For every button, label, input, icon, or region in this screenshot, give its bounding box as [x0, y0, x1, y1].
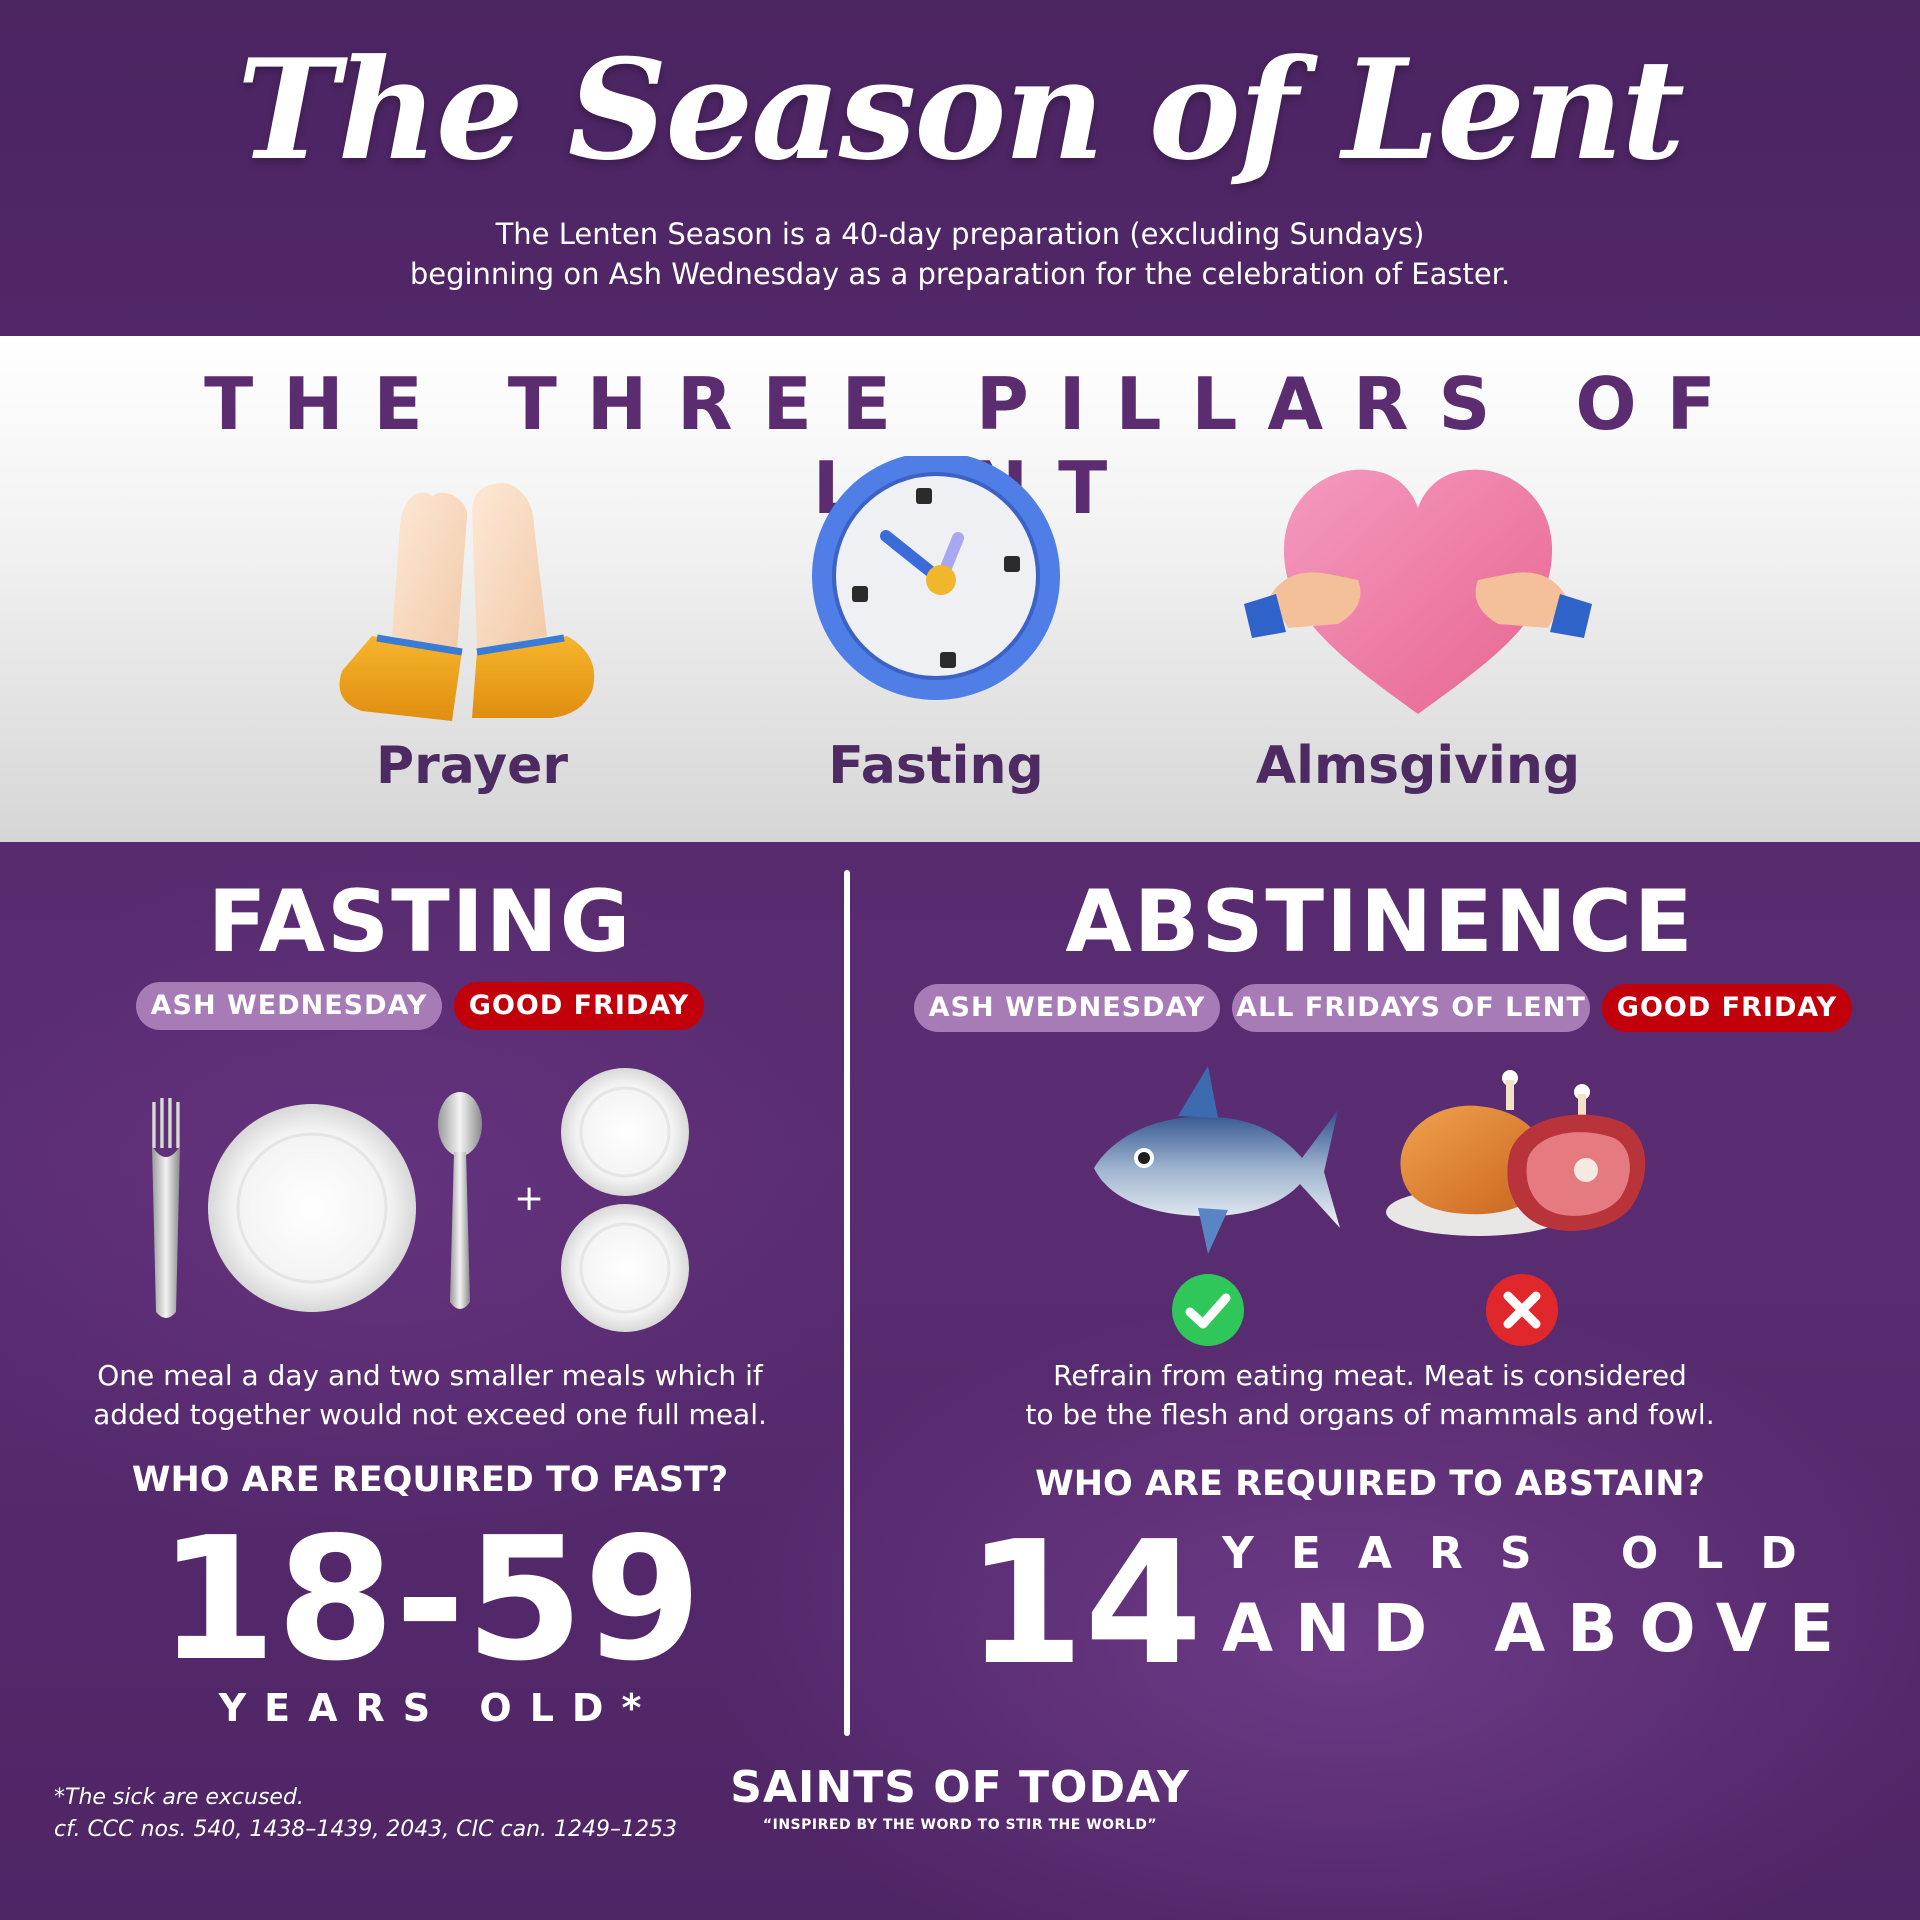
abstinence-description: Refrain from eating meat. Meat is consid… [890, 1356, 1850, 1434]
fasting-day-good-friday: GOOD FRIDAY [454, 982, 704, 1030]
pillar-almsgiving: Almsgiving [1218, 456, 1618, 836]
abstinence-description-line-2: to be the flesh and organs of mammals an… [1025, 1398, 1715, 1431]
cross-icon [1486, 1274, 1558, 1346]
footnote-references: cf. CCC nos. 540, 1438–1439, 2043, CIC c… [54, 1817, 677, 1842]
meat-icon [1386, 1070, 1646, 1236]
abstinence-title: ABSTINENCE [1065, 872, 1695, 972]
brand-name: SAINTS OF TODAY [730, 1762, 1190, 1813]
pillars-band: THE THREE PILLARS OF LENT P [0, 336, 1920, 842]
fasting-question: WHO ARE REQUIRED TO FAST? [131, 1460, 729, 1500]
heart-hug-icon [1244, 469, 1592, 714]
footnote: *The sick are excused. cf. CCC nos. 540,… [54, 1782, 677, 1846]
pillar-fasting: Fasting [736, 456, 1136, 836]
check-icon [1172, 1274, 1244, 1346]
praying-hands-icon [339, 482, 595, 721]
brand-tagline: “INSPIRED BY THE WORD TO STIR THE WORLD” [762, 1817, 1158, 1833]
abstinence-description-line-1: Refrain from eating meat. Meat is consid… [1053, 1359, 1687, 1392]
fish-icon [1094, 1066, 1340, 1254]
footnote-sick-excused: *The sick are excused. [54, 1785, 304, 1810]
abstinence-day-all-fridays: ALL FRIDAYS OF LENT [1232, 984, 1590, 1032]
abstinence-question: WHO ARE REQUIRED TO ABSTAIN? [1035, 1464, 1705, 1504]
abstinence-age-line-2: AND ABOVE [1222, 1590, 1856, 1667]
fasting-day-ash-wednesday: ASH WEDNESDAY [136, 982, 442, 1030]
pillar-label-fasting: Fasting [828, 736, 1044, 796]
section-divider [844, 870, 850, 1736]
clock-icon [812, 456, 1060, 700]
fasting-age-range: 18-59 [158, 1501, 702, 1699]
header: The Season of Lent The Lenten Season is … [0, 0, 1920, 336]
subtitle-line-2: beginning on Ash Wednesday as a preparat… [409, 257, 1511, 291]
meal-plates-icon: + [152, 1068, 689, 1332]
subtitle-line-1: The Lenten Season is a 40-day preparatio… [495, 217, 1425, 251]
fasting-description-line-1: One meal a day and two smaller meals whi… [97, 1359, 763, 1392]
pillar-label-prayer: Prayer [375, 736, 569, 796]
fasting-title: FASTING [207, 872, 633, 972]
abstinence-day-good-friday: GOOD FRIDAY [1602, 984, 1852, 1032]
svg-text:+: + [514, 1178, 544, 1219]
abstinence-age: 14 [966, 1505, 1203, 1703]
abstinence-day-ash-wednesday: ASH WEDNESDAY [914, 984, 1220, 1032]
subtitle: The Lenten Season is a 40-day preparatio… [0, 214, 1920, 294]
fasting-age-suffix: YEARS OLD* [218, 1686, 660, 1730]
pillar-label-almsgiving: Almsgiving [1255, 736, 1581, 796]
fasting-description: One meal a day and two smaller meals whi… [40, 1356, 820, 1434]
fasting-description-line-2: added together would not exceed one full… [93, 1398, 767, 1431]
main-title: The Season of Lent [236, 28, 1685, 191]
pillar-prayer: Prayer [272, 456, 672, 836]
abstinence-age-line-1: YEARS OLD [1222, 1528, 1834, 1579]
brand-logo: SAINTS OF TODAY “INSPIRED BY THE WORD TO… [720, 1762, 1200, 1833]
